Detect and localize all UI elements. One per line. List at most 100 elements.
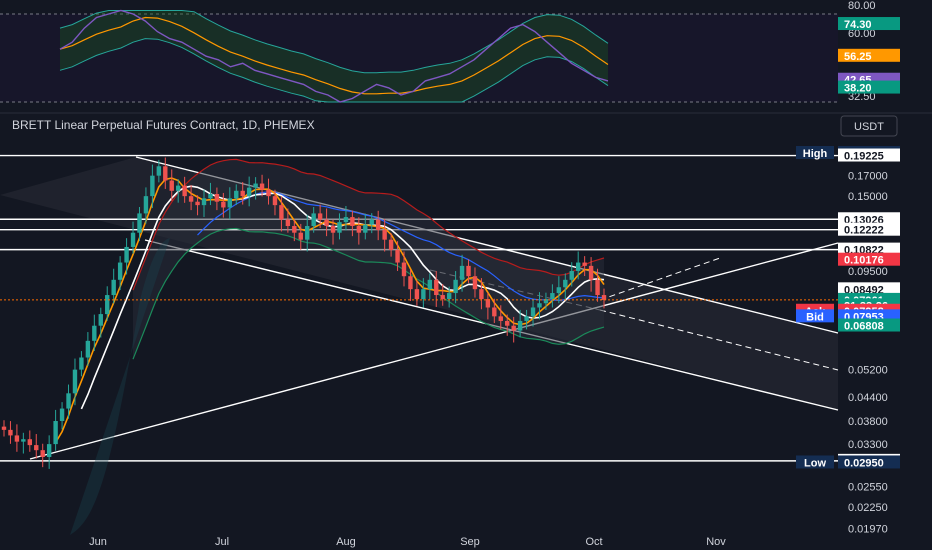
candle-body: [246, 187, 252, 197]
candle-body: [272, 196, 278, 206]
candle-body: [59, 408, 65, 422]
candle-body: [498, 316, 503, 321]
candle-body: [46, 444, 52, 458]
bollinger-lower: [132, 227, 605, 360]
candle-body: [175, 185, 181, 191]
currency-label: USDT: [854, 121, 884, 133]
price-tag-bg: [838, 242, 900, 256]
price-tag-value: 0.19225: [844, 151, 884, 163]
candle-body: [208, 193, 213, 199]
candle-body: [453, 279, 458, 294]
candle-body: [195, 201, 200, 206]
rsi-band: [0, 14, 838, 102]
candle-body: [201, 198, 207, 206]
price-tag-bg: [838, 318, 900, 332]
y-tick-label: 0.17000: [848, 171, 888, 183]
candle-body: [279, 205, 284, 220]
candle-body: [421, 289, 426, 300]
candle-body: [253, 183, 258, 188]
candle-body: [414, 289, 420, 300]
candle-body: [543, 299, 549, 304]
candle-body: [156, 166, 162, 176]
candle-body: [537, 303, 542, 308]
candle-body: [182, 185, 187, 197]
price-tag-label-bg: [796, 455, 834, 469]
candle-body: [485, 299, 491, 308]
chart-title: BRETT Linear Perpetual Futures Contract,…: [12, 118, 315, 132]
candle-body: [492, 307, 497, 317]
candle-body: [330, 226, 336, 233]
candle-body: [266, 189, 271, 197]
candle-body: [530, 307, 536, 317]
price-tags: 0.19521High0.192250.130260.122220.108220…: [796, 146, 900, 469]
candle-body: [317, 213, 323, 220]
candle-body: [66, 393, 71, 409]
candle-body: [79, 357, 84, 370]
candle-body: [227, 198, 233, 208]
candle-body: [150, 175, 155, 197]
candle-body: [395, 249, 400, 263]
candle-body: [21, 439, 26, 442]
price-tag-bg: [838, 148, 900, 162]
candle-body: [188, 196, 194, 202]
y-tick-label: 0.01970: [848, 524, 888, 536]
candle-body: [556, 287, 562, 294]
candle-body: [350, 217, 355, 227]
price-panel[interactable]: BRETT Linear Perpetual Futures Contract,…: [0, 115, 900, 548]
price-tag-label-bg: [796, 146, 834, 160]
price-tag-label: High: [803, 148, 828, 160]
rsi-bollinger-fill: [60, 10, 608, 102]
x-tick-label: Oct: [585, 536, 602, 548]
candle-body: [505, 320, 510, 326]
candle-body: [130, 232, 136, 247]
candle-body: [575, 262, 581, 271]
candle-body: [8, 429, 13, 436]
candle-body: [305, 226, 310, 240]
y-tick-label: 0.05200: [848, 365, 888, 377]
candle-body: [524, 316, 529, 321]
rsi-tag-value: 74.30: [844, 19, 872, 31]
rsi-lower-band: [59, 38, 609, 103]
rsi-tag-bg: [838, 17, 900, 31]
rsi-ma-line: [59, 16, 609, 95]
x-tick-label: Jun: [89, 536, 107, 548]
candle-body: [401, 262, 407, 277]
candle-body: [517, 320, 523, 331]
candle-body: [214, 193, 220, 202]
rising-trendline: [29, 242, 839, 460]
projection-down: [599, 309, 839, 371]
x-tick-label: Nov: [706, 536, 726, 548]
candle-body: [221, 201, 226, 208]
price-tag-label: Bid: [806, 311, 824, 323]
candle-body: [34, 445, 39, 451]
candle-body: [72, 369, 78, 394]
price-tag-value: 0.02950: [844, 457, 884, 469]
rsi-tag-value: 56.25: [844, 51, 872, 63]
candle-body: [427, 279, 433, 290]
candle-body: [337, 222, 342, 233]
candle-body: [117, 262, 123, 280]
candle-body: [472, 276, 478, 290]
price-tag-label-bg: [796, 309, 834, 323]
rsi-upper-band: [59, 10, 609, 74]
bollinger-upper: [132, 158, 605, 291]
price-tag-value: 0.06808: [844, 321, 884, 333]
candle-body: [343, 217, 349, 223]
candle-body: [324, 219, 329, 227]
early-band-fill: [70, 238, 170, 535]
y-tick-label: 0.15000: [848, 191, 888, 203]
candle-body: [40, 450, 45, 458]
price-tag-value: 0.12222: [844, 225, 884, 237]
y-tick-label: 0.04400: [848, 392, 888, 404]
candle-body: [111, 279, 116, 296]
currency-button[interactable]: [840, 115, 898, 137]
candle-body: [408, 276, 413, 290]
x-tick-label: Aug: [336, 536, 356, 548]
candle-body: [234, 190, 239, 199]
candle-body: [479, 289, 484, 300]
candle-body: [143, 196, 149, 214]
price-tag-bg: [838, 455, 900, 469]
